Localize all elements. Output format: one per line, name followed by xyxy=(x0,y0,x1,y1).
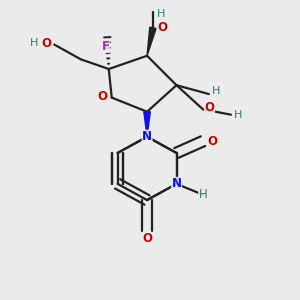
Text: H: H xyxy=(212,86,220,96)
Text: N: N xyxy=(142,130,152,143)
Text: H: H xyxy=(199,188,207,201)
Text: H: H xyxy=(158,9,166,19)
Text: O: O xyxy=(97,90,107,103)
Text: O: O xyxy=(142,232,152,245)
Text: O: O xyxy=(41,37,51,50)
Text: N: N xyxy=(172,177,182,190)
Text: O: O xyxy=(158,21,167,34)
Text: O: O xyxy=(207,135,218,148)
Text: F: F xyxy=(102,40,110,52)
Polygon shape xyxy=(147,27,156,56)
Text: H: H xyxy=(234,110,242,120)
Text: O: O xyxy=(205,100,214,113)
Text: H: H xyxy=(30,38,38,48)
Polygon shape xyxy=(144,112,150,137)
